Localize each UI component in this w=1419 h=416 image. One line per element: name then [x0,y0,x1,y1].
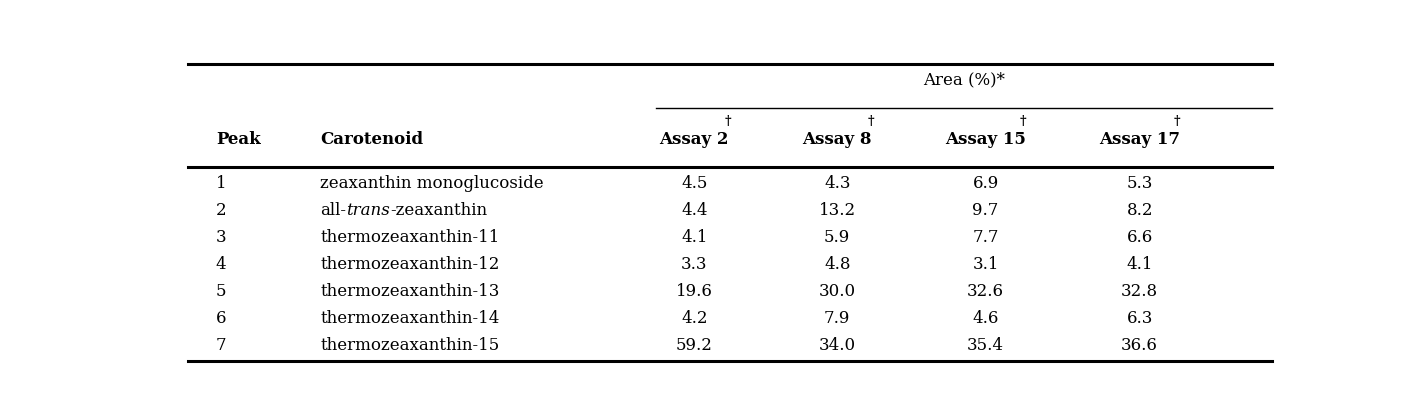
Text: Area (%)*: Area (%)* [922,72,1005,89]
Text: 4.1: 4.1 [681,229,708,246]
Text: all-: all- [321,202,346,219]
Text: 9.7: 9.7 [972,202,999,219]
Text: 6.6: 6.6 [1127,229,1152,246]
Text: 4.8: 4.8 [824,256,850,273]
Text: thermozeaxanthin-12: thermozeaxanthin-12 [321,256,499,273]
Text: 8.2: 8.2 [1127,202,1152,219]
Text: thermozeaxanthin-11: thermozeaxanthin-11 [321,229,499,246]
Text: 6: 6 [216,310,227,327]
Text: 5.3: 5.3 [1127,175,1152,192]
Text: Carotenoid: Carotenoid [321,131,423,148]
Text: trans: trans [346,202,390,219]
Text: 36.6: 36.6 [1121,337,1158,354]
Text: †: † [867,116,874,129]
Text: 2: 2 [216,202,227,219]
Text: 5: 5 [216,283,227,300]
Text: Assay 15: Assay 15 [945,131,1026,148]
Text: 4: 4 [216,256,227,273]
Text: 5.9: 5.9 [824,229,850,246]
Text: thermozeaxanthin-15: thermozeaxanthin-15 [321,337,499,354]
Text: -zeaxanthin: -zeaxanthin [390,202,487,219]
Text: 35.4: 35.4 [968,337,1005,354]
Text: thermozeaxanthin-13: thermozeaxanthin-13 [321,283,499,300]
Text: 7: 7 [216,337,227,354]
Text: †: † [1174,116,1181,129]
Text: 59.2: 59.2 [675,337,712,354]
Text: 30.0: 30.0 [819,283,856,300]
Text: 3.1: 3.1 [972,256,999,273]
Text: 7.9: 7.9 [824,310,850,327]
Text: 4.4: 4.4 [681,202,708,219]
Text: Assay 2: Assay 2 [660,131,729,148]
Text: 34.0: 34.0 [819,337,856,354]
Text: Assay 8: Assay 8 [803,131,871,148]
Text: 19.6: 19.6 [675,283,712,300]
Text: Assay 17: Assay 17 [1100,131,1181,148]
Text: 3: 3 [216,229,227,246]
Text: 4.1: 4.1 [1127,256,1152,273]
Text: 6.9: 6.9 [972,175,999,192]
Text: zeaxanthin monoglucoside: zeaxanthin monoglucoside [321,175,543,192]
Text: 32.8: 32.8 [1121,283,1158,300]
Text: 32.6: 32.6 [968,283,1005,300]
Text: 4.2: 4.2 [681,310,708,327]
Text: thermozeaxanthin-14: thermozeaxanthin-14 [321,310,499,327]
Text: 13.2: 13.2 [819,202,856,219]
Text: 3.3: 3.3 [681,256,708,273]
Text: 7.7: 7.7 [972,229,999,246]
Text: †: † [1019,116,1026,129]
Text: 4.5: 4.5 [681,175,708,192]
Text: 4.3: 4.3 [824,175,850,192]
Text: 1: 1 [216,175,227,192]
Text: †: † [724,116,731,129]
Text: Peak: Peak [216,131,261,148]
Text: 6.3: 6.3 [1127,310,1152,327]
Text: 4.6: 4.6 [972,310,999,327]
